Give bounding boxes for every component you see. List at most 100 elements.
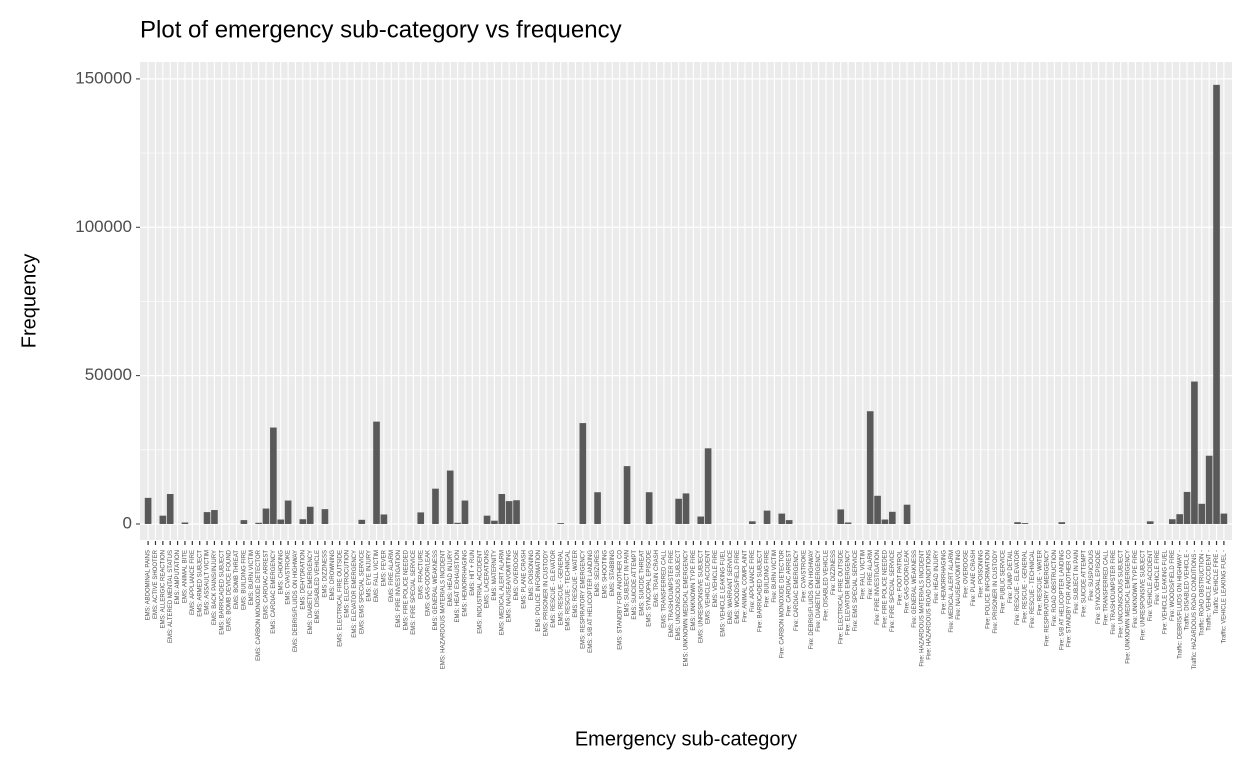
x-tick-label: Fire: POISONING [978,550,984,598]
x-tick-label: EMS: HIT + RUN [470,550,476,596]
x-tick-label: EMS: CARDIAC EMERGENCY [271,550,277,634]
x-tick-label: EMS: ELECTROCUTION [345,550,351,618]
x-tick-label: EMS: AMPUTATION [175,550,181,604]
bar [785,520,793,524]
bar [579,423,587,524]
x-tick-label: EMS: BOMB DEVICE FOUND [227,549,233,631]
bar [704,448,712,524]
x-tick-label: EMS: DIZZINESS [323,550,329,598]
x-tick-label: Fire: FOOT PATROL [897,549,903,605]
bar [1205,455,1213,524]
x-tick-label: EMS: ABDOMINAL PAINS [146,550,152,620]
x-tick-label: EMS: FRACTURE [418,550,424,599]
bar [1198,503,1206,524]
x-tick-label: EMS: INDUSTRIAL ACCIDENT [477,550,483,634]
x-tick-label: Fire: FIRE ALARM [868,550,874,599]
bar [1058,522,1066,524]
x-tick-label: EMS: EMS SPECIAL SERVICE [359,550,365,634]
x-tick-label: Traffic: ROAD OBSTRUCTION - [1199,550,1205,636]
x-tick-label: EMS: BARRICADED SUBJECT [219,550,225,635]
x-tick-label: Fire: TRASH/DUMPSTER FIRE [1111,550,1117,635]
y-tick-label: 150000 [75,68,132,87]
x-tick-label: EMS: POLICE INFORMATION [536,550,542,632]
bar [697,516,705,524]
x-tick-label: EMS: DROWNING [330,550,336,601]
x-tick-label: Fire: UNCONSCIOUS SUBJECT [1118,550,1124,638]
bar [866,411,874,524]
bar [432,488,439,524]
x-tick-label: EMS: RESCUE - TECHNICAL [566,549,572,630]
x-tick-label: EMS: TRASH/DUMPSTER FIRE [669,550,675,637]
x-tick-label: EMS: HEMORRHAGING [463,550,469,617]
bar [1191,381,1198,524]
x-tick-label: Fire: CVA/STROKE [801,550,807,602]
x-tick-label: Fire: FALL VICTIM [860,550,866,599]
bar [144,497,152,524]
x-tick-label: EMS: NAUSEA/VOMITING [507,550,513,623]
x-tick-label: Fire: SUBJECT IN PAIN [1074,550,1080,614]
x-tick-label: EMS: RESCUE - ELEVATOR [551,549,557,627]
bar [203,512,211,524]
x-tick-label: EMS: STANDBY FOR ANOTHER CO [617,550,623,650]
x-axis-title: Emergency sub-category [575,728,797,750]
x-tick-label: EMS: UNKNOWN MEDICAL EMERGENCY [684,550,690,666]
x-tick-label: EMS: BOMB THREAT [234,550,240,609]
x-tick-label: Fire: NAUSEA/VOMITING [956,550,962,620]
x-tick-label: EMS: FIRE INVESTIGATION [396,550,402,628]
x-tick-label: Fire: DIABETIC EMERGENCY [816,550,822,632]
bar [557,523,565,524]
x-tick-label: Fire: PLANE CRASH [971,550,977,606]
x-tick-label: Fire: RESCUE - TECHNICAL [1030,549,1036,628]
y-tick-label: 100000 [75,217,132,236]
x-tick-label: EMS: VEHICLE FIRE [713,550,719,607]
bar [1146,521,1154,524]
x-tick-label: EMS: UNKNOWN TYPE FIRE [691,550,697,631]
x-tick-label: EMS: PLANE CRASH [521,550,527,609]
x-tick-label: Traffic: VEHICLE FIRE - [1214,550,1220,614]
bar [299,519,307,524]
x-tick-label: EMS: BUILDING FIRE [241,550,247,610]
bar [874,495,881,524]
x-tick-label: EMS: SUICIDE ATTEMPT [632,550,638,620]
x-tick-label: Fire: DEBRIS/FLUIDS ON HIGHWAY [809,550,815,649]
x-tick-label: Fire: BARRICADED SUBJECT [757,550,763,632]
x-tick-label: EMS: FEVER [381,549,387,586]
x-tick-label: EMS: STABBING [610,550,616,597]
x-tick-label: EMS: DISABLED VEHICLE [315,550,321,623]
bar [166,494,174,524]
x-tick-label: Fire: RESCUE - WATER [1037,549,1043,615]
x-tick-label: EMS: LACERATIONS [485,550,491,608]
bar [461,500,469,524]
bar [645,492,653,524]
x-tick-label: EMS: ANIMAL BITE [183,550,189,603]
x-tick-label: EMS: WARRANT SERVICE [728,550,734,624]
x-tick-label: EMS: APPLIANCE FIRE [190,550,196,615]
chart-title: Plot of emergency sub-category vs freque… [140,16,622,43]
x-tick-label: Fire: ELEVATOR EMERGENCY [846,550,852,635]
x-tick-label: Fire: ROAD OBSTRUCTION [1052,550,1058,626]
bar [240,520,248,524]
bar [1014,522,1021,524]
x-tick-label: Fire: UNKNOWN TYPE FIRE [1133,550,1139,628]
y-tick-label: 0 [123,513,132,532]
x-tick-label: Fire: DISABLED VEHICLE [824,550,830,621]
x-tick-label: EMS: HEAD INJURY [448,550,454,606]
x-tick-label: Fire: PRISONER IN CUSTODY [993,550,999,634]
x-tick-label: Fire: S/B AT HELICOPTER LANDING [1059,550,1065,650]
x-tick-label: Fire: BURN VICTIM [772,550,778,603]
x-tick-label: EMS: ALLERGIC REACTION [160,550,166,628]
bar [623,466,631,524]
x-tick-label: EMS: CARDIAC ARREST [264,550,270,619]
x-tick-label: EMS: FIRE SPECIAL SERVICE [411,550,417,635]
bar [417,512,425,524]
x-tick-label: EMS: FIRE ALARM [389,550,395,602]
bar [505,501,513,524]
x-tick-label: Fire: UNRESPONSIVE SUBJECT [1140,550,1146,641]
x-tick-label: EMS: DEHYDRATION [300,550,306,610]
x-tick-label: EMS: ALTERED MENTAL STATUS [168,550,174,643]
bar [262,508,270,524]
x-tick-label: EMS: FIRE POLICE NEEDED [404,549,410,630]
x-tick-label: Fire: HAZARDOUS MATERIALS INCIDENT [919,550,925,667]
